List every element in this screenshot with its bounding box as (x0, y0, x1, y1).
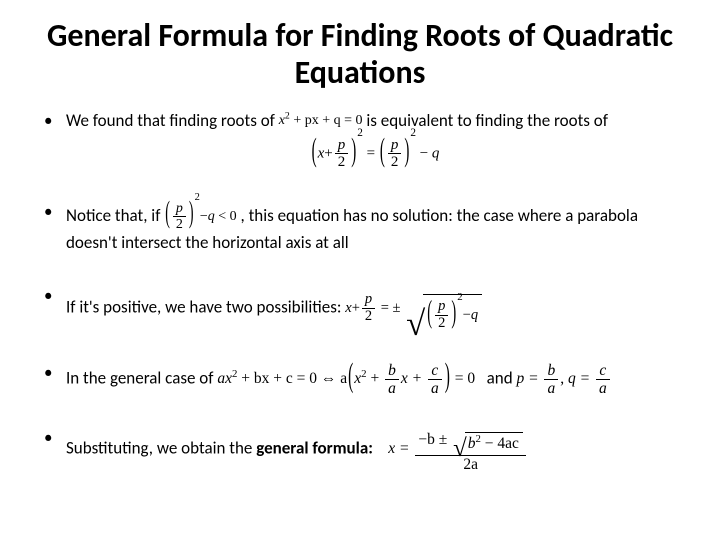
b3-pden: 2 (362, 309, 375, 325)
b2-pow: 2 (195, 192, 200, 203)
eq-general-case: ax2 + bx + c = 0 ⇔ a(x2 + bax + ca) = 0 (217, 362, 475, 397)
b5-bold: general formula: (256, 438, 373, 459)
b4-xplus: x + (401, 370, 426, 387)
b3-eq-pm: = ± (377, 300, 400, 316)
b4-sub-q: q = (568, 370, 594, 387)
b4-rparen-icon: ) (445, 356, 450, 402)
bullet-3: If it's positive, we have two possibilit… (36, 285, 684, 332)
b4-mid: + bx + c = 0 ⇔ a (237, 370, 347, 387)
bullet-2: Notice that, if (p2)2−q < 0 , this equat… (36, 201, 684, 256)
qf-num-pre: −b ± (418, 432, 451, 449)
eq-standard-form: x2 + px + q = 0 (279, 112, 363, 131)
sqrt-icon: √(p2)2−q (406, 285, 482, 332)
rparen2-icon: ) (404, 130, 409, 175)
b2-text-1: Notice that, if (66, 204, 164, 225)
b3-rnum: p (435, 299, 448, 316)
b3-plus: + (352, 300, 360, 316)
frac-p-over-2-r: p2 (388, 137, 402, 171)
eq-substitutions: p = ba, q = ca (517, 362, 612, 397)
qf-frac: −b ± √b2 − 4ac 2a (415, 427, 526, 472)
b4-bnum: b (385, 362, 399, 380)
b3-rden: 2 (435, 316, 448, 332)
eq-quadratic-formula: x = −b ± √b2 − 4ac 2a (388, 427, 528, 472)
csq-pow-l: 2 (357, 127, 363, 139)
b4-cden: a (428, 380, 442, 397)
b3-minus: − (463, 307, 471, 323)
bullet-list: We found that finding roots of x2 + px +… (36, 110, 684, 473)
b4-lparen-icon: ( (348, 356, 353, 402)
csq-eq: = (367, 145, 375, 161)
b3-q: q (471, 307, 478, 323)
b4-qcden: a (596, 380, 610, 397)
csq-pnum-l: p (335, 137, 349, 155)
slide-title: General Formula for Finding Roots of Qua… (36, 18, 684, 92)
csq-minus: − (420, 145, 428, 161)
eq1-rest: + px + q = 0 (290, 113, 363, 128)
b4-text-1: In the general case of (66, 368, 217, 389)
lparen2-icon: ( (380, 130, 385, 175)
b4-ax: ax (217, 370, 232, 387)
b4-frac-b-a: ba (385, 362, 399, 397)
eq-completed-square: (x+p2)2 = (p2)2 − q (66, 137, 684, 171)
b2-pnum: p (173, 201, 186, 217)
b2-rparen-icon: ) (189, 195, 194, 237)
b2-frac: p2 (173, 201, 186, 233)
b2-minus: − (200, 209, 208, 224)
b4-sub-p: p = (517, 370, 543, 387)
lparen-icon: ( (312, 130, 317, 175)
eq-two-solutions: x+p2 = ± √(p2)2−q (345, 285, 482, 332)
b4-plus: + (367, 370, 384, 387)
b2-lparen-icon: ( (165, 195, 170, 237)
bullet-5: Substituting, we obtain the general form… (36, 427, 684, 472)
qf-rest: − 4ac (481, 435, 519, 452)
b3-frac-l: p2 (362, 292, 375, 325)
b3-pnum: p (362, 292, 375, 309)
b4-frac-c-a: ca (428, 362, 442, 397)
csq-q: q (432, 145, 440, 161)
b4-cnum: c (428, 362, 442, 380)
qf-sqrt-icon: √b2 − 4ac (453, 427, 523, 454)
b3-rpow: 2 (457, 291, 462, 303)
slide: General Formula for Finding Roots of Qua… (0, 0, 720, 540)
b4-qcnum: c (596, 362, 610, 380)
csq-pnum-r: p (388, 137, 402, 155)
eq-discriminant-cond: (p2)2−q < 0 (164, 201, 236, 233)
b2-pden: 2 (173, 217, 186, 232)
b4-pbnum: b (544, 362, 558, 380)
b4-pbden: a (544, 380, 558, 397)
qf-x: x = (388, 441, 413, 458)
csq-pden-r: 2 (388, 154, 402, 171)
b2-lt0: < 0 (215, 209, 237, 224)
b2-q: q (208, 209, 215, 224)
bullet-1: We found that finding roots of x2 + px +… (36, 110, 684, 171)
csq-plus: + (324, 145, 332, 161)
csq-pow-r: 2 (410, 127, 416, 139)
b4-frac-qc: ca (596, 362, 610, 397)
b3-rparen-icon: ) (451, 294, 456, 337)
rparen-icon: ) (351, 130, 356, 175)
b4-text-2: and (487, 368, 517, 389)
bullet-4: In the general case of ax2 + bx + c = 0 … (36, 362, 684, 397)
b5-text-1: Substituting, we obtain the (66, 438, 256, 459)
frac-p-over-2-l: p2 (335, 137, 349, 171)
b3-text-1: If it's positive, we have two possibilit… (66, 297, 345, 318)
b4-comma: , (560, 370, 568, 387)
b4-frac-pb: ba (544, 362, 558, 397)
b1-text-2: is equivalent to finding the roots of (366, 110, 608, 131)
b3-lparen-icon: ( (427, 294, 432, 337)
b4-eq0: = 0 (451, 370, 475, 387)
b3-frac-r: p2 (435, 299, 448, 332)
qf-den: 2a (415, 456, 526, 473)
csq-pden-l: 2 (335, 154, 349, 171)
b4-bden: a (385, 380, 399, 397)
b1-text-1: We found that finding roots of (66, 110, 279, 131)
